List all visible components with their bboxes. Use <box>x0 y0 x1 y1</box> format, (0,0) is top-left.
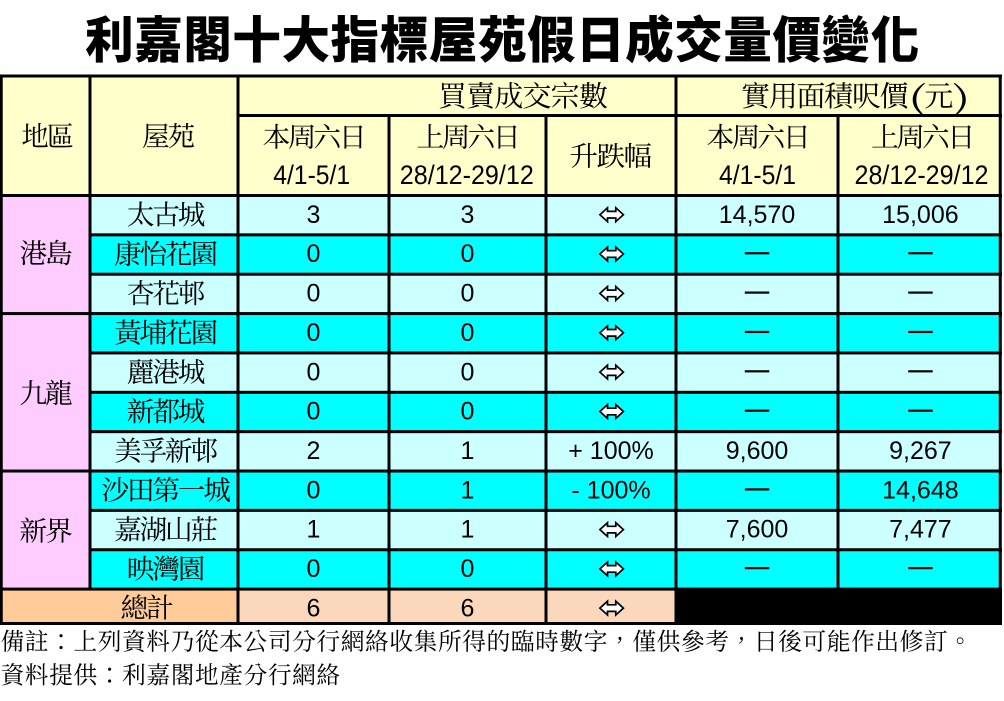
svg-text:7,600: 7,600 <box>726 516 789 544</box>
svg-text:- 100%: - 100% <box>571 476 650 504</box>
svg-text:0: 0 <box>307 358 321 386</box>
svg-text:0: 0 <box>307 398 321 426</box>
svg-text:3: 3 <box>307 201 321 229</box>
svg-text:0: 0 <box>461 555 475 583</box>
svg-text:7,477: 7,477 <box>889 516 952 544</box>
svg-text:3: 3 <box>461 201 475 229</box>
svg-text:0: 0 <box>461 280 475 308</box>
svg-text:0: 0 <box>307 555 321 583</box>
svg-text:+ 100%: + 100% <box>568 437 654 465</box>
svg-text:0: 0 <box>307 280 321 308</box>
svg-text:0: 0 <box>461 319 475 347</box>
svg-text:0: 0 <box>307 240 321 268</box>
svg-text:0: 0 <box>461 240 475 268</box>
svg-text:1: 1 <box>307 516 321 544</box>
svg-text:9,267: 9,267 <box>889 437 952 465</box>
svg-text:9,600: 9,600 <box>726 437 789 465</box>
svg-text:1: 1 <box>461 476 475 504</box>
svg-text:4/1-5/1: 4/1-5/1 <box>719 160 796 190</box>
svg-text:28/12-29/12: 28/12-29/12 <box>855 160 989 190</box>
svg-text:14,570: 14,570 <box>719 201 795 229</box>
svg-text:1: 1 <box>461 516 475 544</box>
svg-text:15,006: 15,006 <box>882 201 958 229</box>
svg-text:14,648: 14,648 <box>882 476 958 504</box>
svg-text:2: 2 <box>307 437 321 465</box>
svg-text:0: 0 <box>461 358 475 386</box>
svg-text:1: 1 <box>461 437 475 465</box>
svg-text:4/1-5/1: 4/1-5/1 <box>273 160 350 190</box>
svg-text:6: 6 <box>307 595 321 623</box>
svg-text:0: 0 <box>307 319 321 347</box>
svg-text:0: 0 <box>307 476 321 504</box>
svg-text:0: 0 <box>461 398 475 426</box>
svg-text:6: 6 <box>461 595 475 623</box>
svg-text:28/12-29/12: 28/12-29/12 <box>400 160 534 190</box>
